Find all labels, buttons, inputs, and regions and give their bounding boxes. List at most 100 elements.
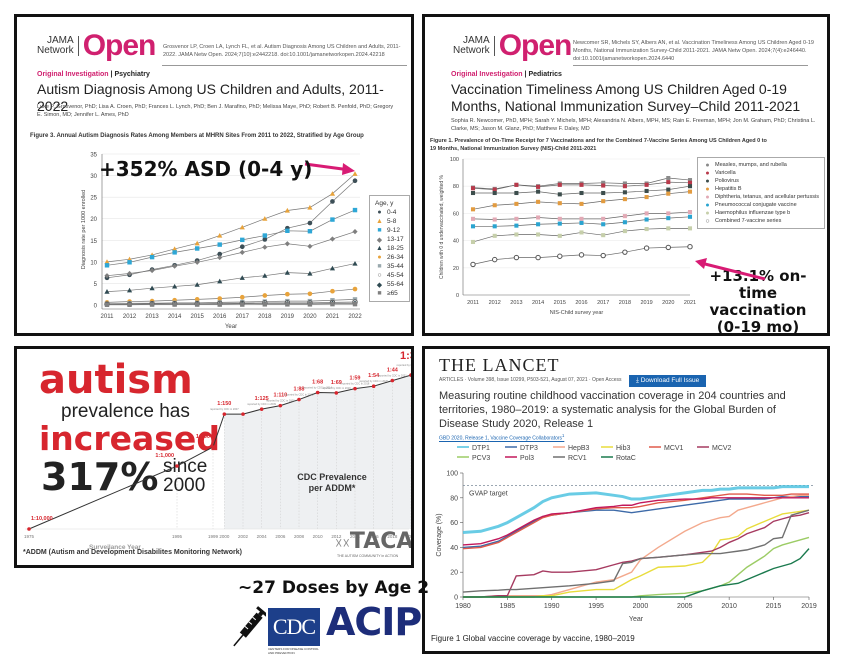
x-tick-label: 2015 [191, 314, 205, 320]
area-fill [224, 375, 411, 529]
center-label-2: per ADDM* [308, 483, 356, 493]
y-axis-title: Children with 0 d undervaccinated, weigh… [439, 174, 445, 279]
article-title: Vaccination Timeliness Among US Children… [451, 81, 801, 114]
legend-marker: ● [705, 185, 710, 193]
x-tick-label: 2020 [406, 534, 411, 539]
data-point [470, 186, 476, 191]
legend-label: Measles, mumps, and rubella [715, 162, 787, 168]
data-point [172, 283, 178, 289]
legend-label: DTP1 [472, 445, 490, 452]
legend-marker: ● [705, 177, 710, 185]
legend-label: DTP3 [520, 445, 538, 452]
legend-label: Hib3 [616, 445, 631, 452]
data-point [579, 182, 584, 187]
data-point [330, 288, 335, 294]
data-point [149, 254, 155, 260]
y-tick-label: 60 [450, 520, 458, 527]
center-label-1: CDC Prevalence [297, 472, 367, 482]
article-meta: ARTICLES · Volume 398, Issue 10299, P503… [439, 377, 622, 383]
data-point [352, 229, 358, 235]
data-point [666, 226, 671, 231]
legend-marker: ▲ [376, 245, 383, 252]
x-axis-title: Year [629, 616, 644, 623]
data-point [622, 214, 627, 219]
data-point [666, 180, 671, 185]
authors-link[interactable]: GBD 2020, Release 1, Vaccine Coverage Co… [439, 433, 565, 442]
prevalence-chart: 1975 1:10,000 1995 1:1,000 1999 1:500 2000 1:15… [24, 350, 411, 549]
legend-item: ● Measles, mumps, and rubella [703, 161, 819, 169]
x-tick-label: 2004 [257, 534, 268, 539]
point-label: 1:125 [255, 396, 269, 402]
data-point [307, 302, 313, 307]
headline-autism: autism [39, 357, 193, 403]
section-label: Original Investigation | Psychiatry [37, 71, 150, 78]
data-point [352, 260, 358, 266]
series-line [107, 301, 356, 305]
data-point [307, 204, 313, 210]
data-point [241, 412, 245, 416]
data-point [239, 294, 245, 300]
data-point [278, 403, 283, 408]
data-point [217, 302, 222, 307]
data-point [352, 207, 358, 213]
data-point [352, 171, 358, 176]
acip-logo: ACIP [326, 600, 422, 644]
data-point [329, 191, 336, 196]
annotation-arrow [695, 258, 766, 281]
data-point [665, 244, 672, 251]
chart-legend: ● Measles, mumps, and rubella ● Varicella ● P… [697, 157, 825, 229]
y-tick-label: 40 [450, 545, 458, 552]
y-tick-label: 60 [453, 211, 459, 217]
panel-lancet: THE LANCET ARTICLES · Volume 398, Issue … [422, 346, 830, 654]
download-full-issue-button[interactable]: ⤓ Download Full Issue [629, 375, 707, 387]
cdc-logo: CDC [268, 608, 320, 646]
x-tick-label: 2005 [677, 603, 693, 610]
point-label: 1:1,000 [155, 453, 174, 459]
series-line [472, 228, 690, 243]
legend-marker: ● [377, 209, 382, 216]
data-point [601, 233, 606, 238]
logo-jama: JAMA [463, 35, 490, 46]
point-label: 1:88 [293, 387, 304, 393]
data-point [262, 216, 268, 221]
section-label: Original Investigation | Pediatrics [451, 71, 562, 78]
divider [162, 65, 407, 66]
chart-legend: Age, y ● 0-4 ▲ 5-8 ■ 9-12 ◆ 13-17 ▲ 18-25 ● 26-34 ■ 35… [369, 195, 410, 302]
y-tick-label: 0 [94, 304, 98, 310]
x-tick-label: 2021 [326, 314, 340, 320]
point-label: 1:36 [400, 350, 411, 362]
x-tick-label: 2012 [123, 314, 137, 320]
data-point [470, 216, 476, 221]
authors: Sophia R. Newcomer, PhD, MPH; Sarah Y. M… [451, 118, 816, 132]
data-point [492, 217, 497, 222]
data-point [217, 254, 223, 261]
prevalence-line [28, 374, 411, 530]
legend-marker: ◆ [376, 281, 383, 289]
data-point [579, 201, 584, 206]
footnote: *ADDM (Autism and Development Disabilite… [23, 549, 242, 556]
y-tick-label: 100 [446, 471, 458, 478]
series-line [462, 509, 810, 593]
section-topic: Psychiatry [114, 71, 150, 78]
legend-item: ■ ≥65 [375, 289, 404, 298]
data-point [492, 190, 497, 196]
doses-label: ~27 Doses by Age 2 [238, 578, 430, 598]
y-tick-label: 10 [90, 260, 97, 266]
point-sublabel: reported by CDC in 2023 [397, 363, 411, 367]
download-label: Download Full Issue [640, 377, 700, 384]
x-tick-label: 2017 [597, 300, 609, 306]
journal-title: THE LANCET [439, 355, 560, 375]
legend-item: ■ 35-44 [375, 262, 404, 271]
data-point [601, 216, 606, 221]
headline-increased: increased [39, 419, 220, 458]
series-line [463, 548, 810, 598]
data-point [352, 301, 358, 307]
vaccine-coverage-chart: DTP1 DTP3 HepB3 Hib3 MCV1 MCV2 PCV3 Pol3 RCV1 Rot… [436, 445, 817, 623]
legend-item: ▲ 18-25 [375, 244, 404, 253]
autism-diagnosis-chart: 0 5 10 15 20 25 30 35 2011 2012 2013 2014 2015 2016 20… [81, 153, 362, 331]
legend-label: Combined 7-vaccine series [715, 218, 782, 224]
data-point [239, 224, 245, 230]
point-sublabel: reported by CDC in 2016 [322, 386, 351, 390]
legend-label: 35-44 [387, 263, 404, 270]
data-point [535, 254, 541, 261]
